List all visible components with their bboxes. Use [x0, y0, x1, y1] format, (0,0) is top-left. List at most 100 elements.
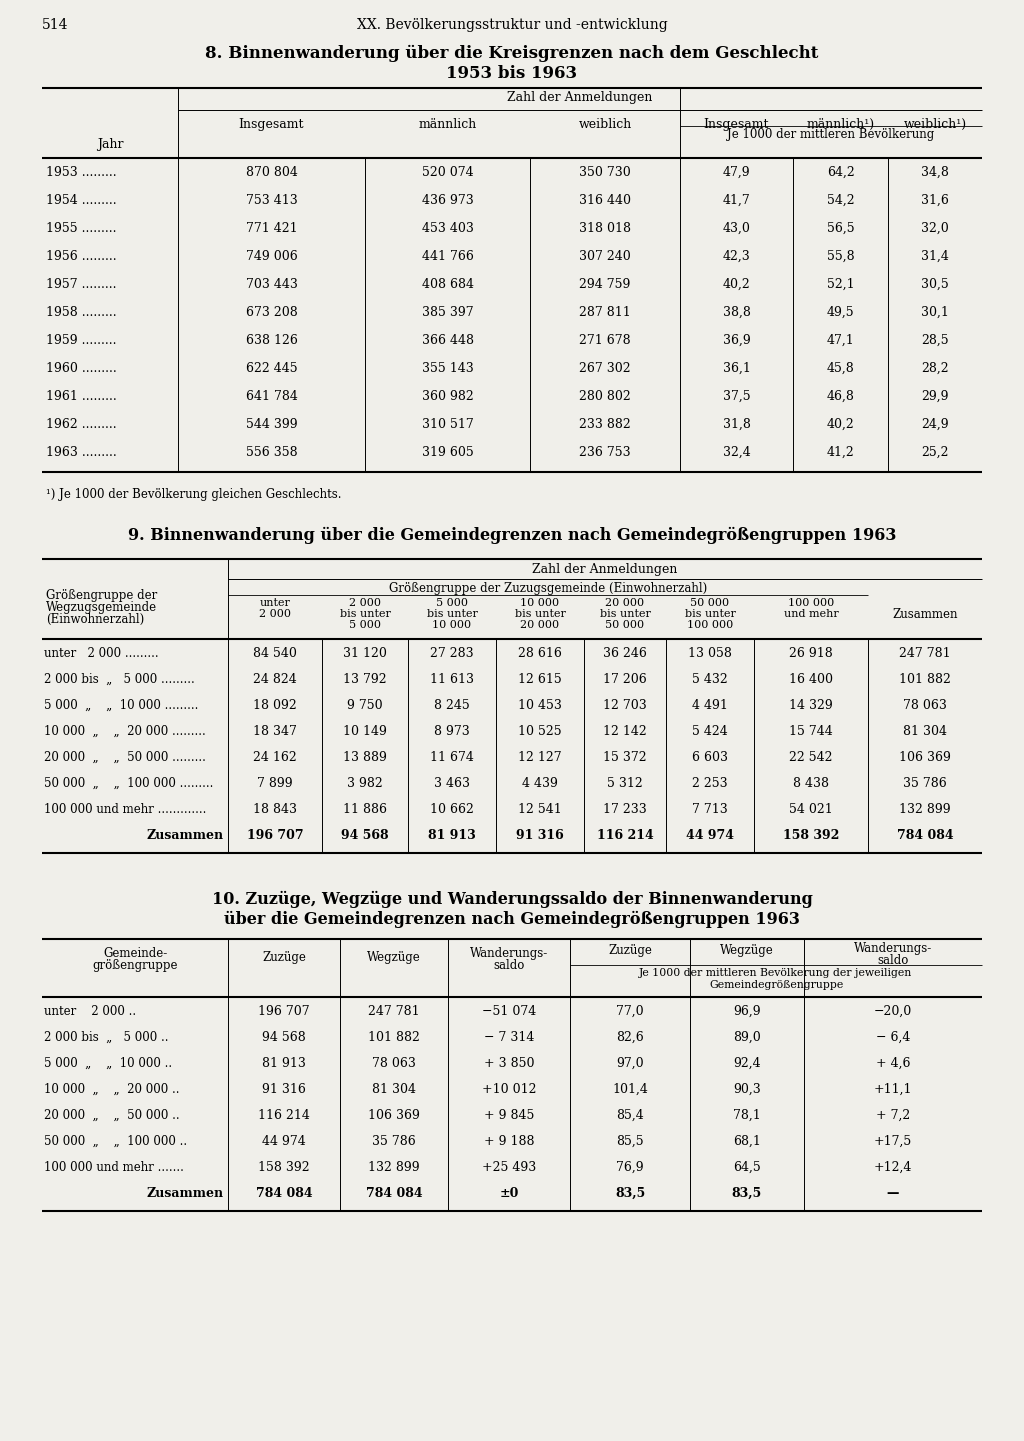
Text: + 3 850: + 3 850	[483, 1058, 535, 1071]
Text: saldo: saldo	[494, 960, 524, 973]
Text: Wegzüge: Wegzüge	[368, 951, 421, 964]
Text: 85,5: 85,5	[616, 1136, 644, 1148]
Text: 45,8: 45,8	[826, 362, 854, 375]
Text: Insgesamt: Insgesamt	[703, 118, 769, 131]
Text: 10 000  „    „  20 000 .........: 10 000 „ „ 20 000 .........	[44, 725, 206, 738]
Text: Wanderungs-: Wanderungs-	[854, 942, 932, 955]
Text: 43,0: 43,0	[723, 222, 751, 235]
Text: 436 973: 436 973	[422, 195, 473, 208]
Text: männlich: männlich	[419, 118, 476, 131]
Text: 12 142: 12 142	[603, 725, 647, 738]
Text: 49,5: 49,5	[826, 305, 854, 318]
Text: −51 074: −51 074	[482, 1004, 537, 1017]
Text: +25 493: +25 493	[482, 1161, 537, 1174]
Text: 41,2: 41,2	[826, 447, 854, 460]
Text: 771 421: 771 421	[246, 222, 297, 235]
Text: +10 012: +10 012	[481, 1084, 537, 1097]
Text: 4 491: 4 491	[692, 699, 728, 712]
Text: 32,4: 32,4	[723, 447, 751, 460]
Text: 96,9: 96,9	[733, 1004, 761, 1017]
Text: 5 424: 5 424	[692, 725, 728, 738]
Text: 753 413: 753 413	[246, 195, 297, 208]
Text: 319 605: 319 605	[422, 447, 473, 460]
Text: größengruppe: größengruppe	[92, 960, 178, 973]
Text: 2 000: 2 000	[349, 598, 381, 608]
Text: 11 886: 11 886	[343, 803, 387, 816]
Text: 350 730: 350 730	[580, 166, 631, 179]
Text: Je 1000 der mittleren Bevölkerung der jeweiligen: Je 1000 der mittleren Bevölkerung der je…	[639, 968, 912, 978]
Text: und mehr: und mehr	[783, 610, 839, 620]
Text: 94 568: 94 568	[262, 1030, 306, 1043]
Text: 40,2: 40,2	[826, 418, 854, 431]
Text: Je 1000 der mittleren Bevölkerung: Je 1000 der mittleren Bevölkerung	[727, 128, 935, 141]
Text: bis unter: bis unter	[515, 610, 565, 620]
Text: 2 000 bis  „   5 000 .........: 2 000 bis „ 5 000 .........	[44, 673, 195, 686]
Text: 366 448: 366 448	[422, 334, 473, 347]
Text: 78,1: 78,1	[733, 1110, 761, 1123]
Text: unter   2 000 .........: unter 2 000 .........	[44, 647, 159, 660]
Text: 35 786: 35 786	[372, 1136, 416, 1148]
Text: 13 058: 13 058	[688, 647, 732, 660]
Text: 453 403: 453 403	[422, 222, 473, 235]
Text: 287 811: 287 811	[580, 305, 631, 318]
Text: 82,6: 82,6	[616, 1030, 644, 1043]
Text: 13 889: 13 889	[343, 751, 387, 764]
Text: 3 982: 3 982	[347, 777, 383, 790]
Text: 2 253: 2 253	[692, 777, 728, 790]
Text: 132 899: 132 899	[369, 1161, 420, 1174]
Text: 42,3: 42,3	[723, 249, 751, 264]
Text: 90,3: 90,3	[733, 1084, 761, 1097]
Text: 18 843: 18 843	[253, 803, 297, 816]
Text: 784 084: 784 084	[366, 1187, 422, 1200]
Text: 29,9: 29,9	[922, 391, 949, 403]
Text: —: —	[887, 1187, 899, 1200]
Text: 56,5: 56,5	[826, 222, 854, 235]
Text: 6 603: 6 603	[692, 751, 728, 764]
Text: 100 000: 100 000	[687, 620, 733, 630]
Text: 158 392: 158 392	[782, 829, 840, 842]
Text: 81 304: 81 304	[372, 1084, 416, 1097]
Text: 18 347: 18 347	[253, 725, 297, 738]
Text: bis unter: bis unter	[427, 610, 477, 620]
Text: Wegzugsgemeinde: Wegzugsgemeinde	[46, 601, 157, 614]
Text: 10 000: 10 000	[432, 620, 472, 630]
Text: 1963 .........: 1963 .........	[46, 447, 117, 460]
Text: 7 713: 7 713	[692, 803, 728, 816]
Text: 1960 .........: 1960 .........	[46, 362, 117, 375]
Text: 1953 bis 1963: 1953 bis 1963	[446, 65, 578, 82]
Text: 100 000: 100 000	[787, 598, 835, 608]
Text: 20 000  „    „  50 000 ..: 20 000 „ „ 50 000 ..	[44, 1110, 179, 1123]
Text: 520 074: 520 074	[422, 166, 473, 179]
Text: 97,0: 97,0	[616, 1058, 644, 1071]
Text: bis unter: bis unter	[685, 610, 735, 620]
Text: männlich¹): männlich¹)	[807, 118, 874, 131]
Text: 1961 .........: 1961 .........	[46, 391, 117, 403]
Text: ¹) Je 1000 der Bevölkerung gleichen Geschlechts.: ¹) Je 1000 der Bevölkerung gleichen Gesc…	[46, 488, 341, 501]
Text: − 7 314: − 7 314	[483, 1030, 535, 1043]
Text: 10 000  „    „  20 000 ..: 10 000 „ „ 20 000 ..	[44, 1084, 179, 1097]
Text: 91 316: 91 316	[262, 1084, 306, 1097]
Text: 84 540: 84 540	[253, 647, 297, 660]
Text: Jahr: Jahr	[96, 138, 123, 151]
Text: 236 753: 236 753	[580, 447, 631, 460]
Text: Größengruppe der: Größengruppe der	[46, 589, 158, 602]
Text: 101 882: 101 882	[899, 673, 951, 686]
Text: 50 000  „    „  100 000 .........: 50 000 „ „ 100 000 .........	[44, 777, 213, 790]
Text: 280 802: 280 802	[580, 391, 631, 403]
Text: 13 792: 13 792	[343, 673, 387, 686]
Text: −20,0: −20,0	[873, 1004, 912, 1017]
Text: 158 392: 158 392	[258, 1161, 310, 1174]
Text: 100 000 und mehr .............: 100 000 und mehr .............	[44, 803, 207, 816]
Text: 31,6: 31,6	[921, 195, 949, 208]
Text: 307 240: 307 240	[580, 249, 631, 264]
Text: 5 000: 5 000	[436, 598, 468, 608]
Text: 318 018: 318 018	[579, 222, 631, 235]
Text: bis unter: bis unter	[340, 610, 390, 620]
Text: 35 786: 35 786	[903, 777, 947, 790]
Text: 17 206: 17 206	[603, 673, 647, 686]
Text: weiblich¹): weiblich¹)	[903, 118, 967, 131]
Text: 784 084: 784 084	[897, 829, 953, 842]
Text: 31,8: 31,8	[723, 418, 751, 431]
Text: 1956 .........: 1956 .........	[46, 249, 117, 264]
Text: Zusammen: Zusammen	[146, 1187, 224, 1200]
